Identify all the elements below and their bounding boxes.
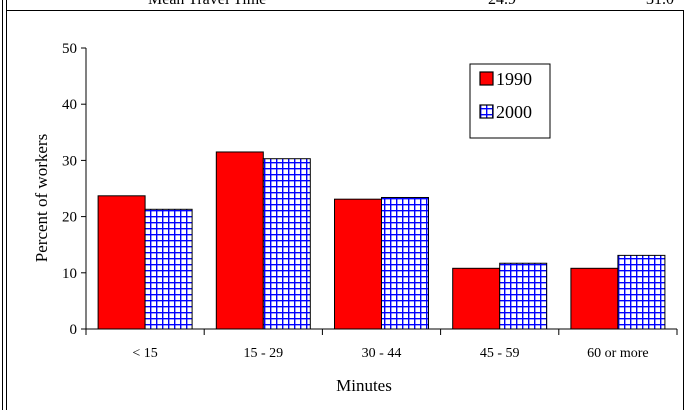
- y-tick-label: 30: [62, 153, 77, 169]
- y-tick-label: 20: [62, 210, 77, 226]
- x-tick-label: 15 - 29: [243, 346, 283, 361]
- bar-1990: [215, 151, 264, 330]
- frame-left-border: [2, 0, 3, 410]
- frame-inner-left-border: [6, 0, 7, 410]
- bar-1990: [570, 267, 619, 330]
- bar-1990: [452, 267, 501, 330]
- bar-2000: [262, 158, 311, 330]
- x-tick-label: 30 - 44: [362, 346, 402, 361]
- header-value-2000: 31.0: [646, 0, 674, 9]
- header-label: Mean Travel Time: [148, 0, 266, 9]
- x-axis-title: Minutes: [336, 376, 392, 395]
- legend: 1990 2000: [469, 63, 551, 139]
- legend-label-2000: 2000: [496, 102, 532, 122]
- x-tick-label: 45 - 59: [480, 346, 520, 361]
- x-tick-label: < 15: [132, 346, 157, 361]
- bar-2000: [499, 262, 548, 330]
- y-tick-label: 0: [70, 322, 78, 338]
- y-tick-label: 10: [62, 266, 77, 282]
- bar-1990: [334, 198, 382, 330]
- bar-2000: [381, 196, 429, 330]
- bars-group: [97, 151, 666, 330]
- y-tick-label: 50: [62, 41, 77, 57]
- frame-right-border: [683, 10, 684, 410]
- legend-swatch-2000: [479, 104, 494, 119]
- bar-2000: [144, 208, 193, 330]
- x-tick-label: 60 or more: [587, 346, 648, 361]
- legend-swatch-1990: [479, 71, 494, 86]
- header-value-1990: 24.9: [488, 0, 516, 9]
- y-axis-title: Percent of workers: [32, 134, 51, 262]
- bar-1990: [97, 195, 146, 330]
- legend-label-1990: 1990: [496, 69, 532, 89]
- bar-2000: [617, 254, 666, 330]
- y-tick-label: 40: [62, 97, 77, 113]
- frame-top-border: [6, 10, 684, 11]
